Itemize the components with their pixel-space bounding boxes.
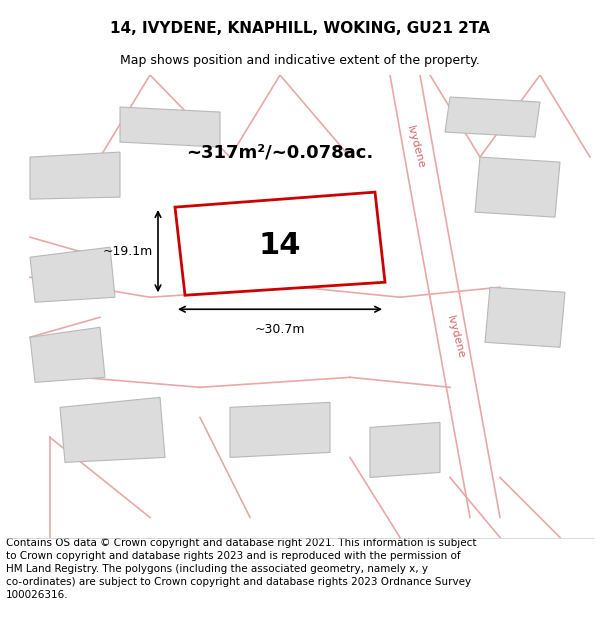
Polygon shape xyxy=(60,398,165,462)
Polygon shape xyxy=(120,107,220,147)
Text: ~19.1m: ~19.1m xyxy=(103,245,153,258)
Text: 14: 14 xyxy=(259,231,301,259)
Polygon shape xyxy=(175,192,385,295)
Polygon shape xyxy=(370,422,440,478)
Text: Ivydene: Ivydene xyxy=(445,314,466,360)
Text: ~30.7m: ~30.7m xyxy=(255,323,305,336)
Polygon shape xyxy=(230,402,330,458)
Text: ~317m²/~0.078ac.: ~317m²/~0.078ac. xyxy=(187,143,374,161)
Polygon shape xyxy=(30,247,115,302)
Polygon shape xyxy=(475,157,560,217)
Text: 14, IVYDENE, KNAPHILL, WOKING, GU21 2TA: 14, IVYDENE, KNAPHILL, WOKING, GU21 2TA xyxy=(110,21,490,36)
Polygon shape xyxy=(30,328,105,382)
Polygon shape xyxy=(445,97,540,137)
Text: Ivydene: Ivydene xyxy=(404,124,425,170)
Polygon shape xyxy=(485,288,565,348)
Polygon shape xyxy=(30,152,120,199)
Text: Map shows position and indicative extent of the property.: Map shows position and indicative extent… xyxy=(120,54,480,67)
Text: Contains OS data © Crown copyright and database right 2021. This information is : Contains OS data © Crown copyright and d… xyxy=(6,538,476,600)
